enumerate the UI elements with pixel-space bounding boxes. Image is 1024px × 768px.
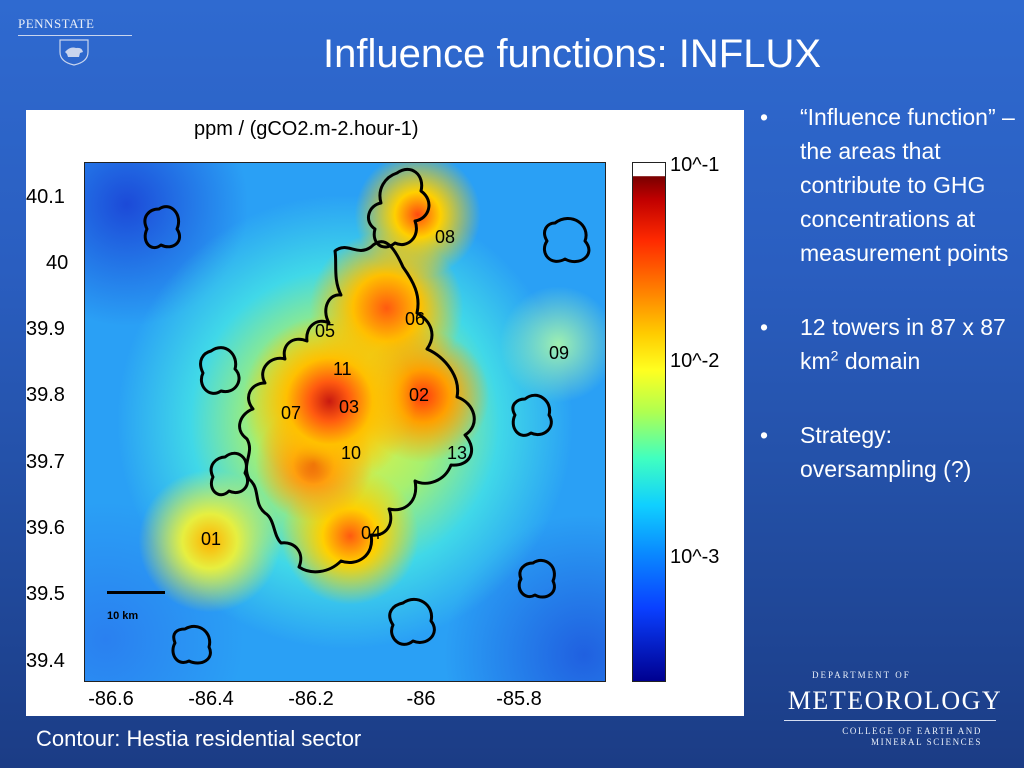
meteorology-department-logo: DEPARTMENT OF METEOROLOGY COLLEGE OF EAR… bbox=[780, 670, 1010, 748]
bullet-item: • 12 towers in 87 x 87 km2 domain bbox=[760, 310, 1016, 378]
tower-label: 01 bbox=[201, 529, 222, 549]
y-tick-label: 39.4 bbox=[26, 650, 65, 672]
bullet-list: • “Influence function” – the areas that … bbox=[760, 100, 1016, 526]
bullet-text: “Influence function” – the areas that co… bbox=[800, 104, 1015, 266]
urban-contour-far-sw bbox=[171, 624, 212, 665]
colorbar-tick-label: 10^-3 bbox=[670, 546, 720, 568]
colorbar-tick-label: 10^-2 bbox=[670, 350, 720, 372]
tower-label: 04 bbox=[361, 523, 382, 543]
urban-contour-ne bbox=[542, 217, 591, 264]
y-tick-label: 39.6 bbox=[26, 517, 65, 539]
x-tick-label: -86 bbox=[406, 688, 436, 710]
tower-label: 07 bbox=[281, 403, 302, 423]
scale-bar-label: 10 km bbox=[107, 610, 139, 622]
pennstate-logo: PENNSTATE bbox=[18, 16, 134, 70]
bullet-text: 12 towers in 87 x 87 km bbox=[800, 314, 1006, 374]
bullet-text: Strategy: oversampling (?) bbox=[800, 422, 972, 482]
nittany-lion-shield-icon bbox=[59, 39, 89, 66]
logo-college-line: MINERAL SCIENCES bbox=[870, 737, 982, 747]
logo-dept-line: DEPARTMENT OF bbox=[812, 670, 911, 680]
urban-contour-west bbox=[199, 346, 241, 395]
x-tick-label: -86.2 bbox=[288, 688, 334, 710]
slide-title: Influence functions: INFLUX bbox=[322, 32, 822, 76]
tower-label: 05 bbox=[315, 321, 336, 341]
tower-label: 11 bbox=[333, 359, 352, 379]
y-tick-label: 40.1 bbox=[26, 186, 65, 208]
urban-contour-nw bbox=[143, 205, 182, 250]
bullet-superscript: 2 bbox=[830, 347, 839, 364]
pennstate-wordmark: PENNSTATE bbox=[18, 16, 95, 31]
y-tick-label: 39.9 bbox=[26, 318, 65, 340]
x-tick-label: -86.4 bbox=[188, 688, 234, 710]
logo-rule bbox=[18, 35, 132, 36]
bullet-item: • Strategy: oversampling (?) bbox=[760, 418, 1016, 486]
y-tick-label: 39.7 bbox=[26, 451, 65, 473]
urban-contour-main bbox=[238, 240, 476, 574]
bullet-item: • “Influence function” – the areas that … bbox=[760, 100, 1016, 270]
colorbar bbox=[632, 162, 666, 682]
bullet-dot-icon: • bbox=[760, 104, 769, 130]
bullet-text-suffix: domain bbox=[838, 348, 921, 374]
tower-label: 06 bbox=[405, 309, 426, 329]
y-tick-label: 40 bbox=[46, 252, 69, 274]
tower-label: 10 bbox=[341, 443, 362, 463]
figure-title: ppm / (gCO2.m-2.hour-1) bbox=[194, 118, 419, 140]
y-tick-label: 39.5 bbox=[26, 583, 65, 605]
logo-college-line: COLLEGE OF EARTH AND bbox=[842, 726, 982, 736]
tower-label: 02 bbox=[409, 385, 430, 405]
scale-bar bbox=[107, 591, 165, 594]
tower-label: 08 bbox=[435, 227, 456, 247]
logo-meteorology: METEOROLOGY bbox=[787, 686, 1003, 715]
x-tick-label: -86.6 bbox=[88, 688, 134, 710]
urban-contour-east bbox=[511, 393, 553, 437]
urban-contour-sw bbox=[209, 451, 250, 497]
bullet-dot-icon: • bbox=[760, 422, 769, 448]
urban-contour-north bbox=[366, 167, 431, 249]
influence-function-figure: ppm / (gCO2.m-2.hour-1) 01 02 03 04 05 0… bbox=[26, 110, 744, 716]
urban-contour-south bbox=[388, 597, 436, 646]
x-tick-label: -85.8 bbox=[496, 688, 542, 710]
urban-contour-se bbox=[517, 558, 556, 599]
bullet-dot-icon: • bbox=[760, 314, 769, 340]
tower-label: 09 bbox=[549, 343, 570, 363]
hestia-contours bbox=[143, 167, 591, 665]
colorbar-tick-label: 10^-1 bbox=[670, 154, 720, 176]
influence-heatmap: 01 02 03 04 05 06 07 08 09 10 11 13 10 k… bbox=[84, 162, 606, 682]
tower-label: 03 bbox=[339, 397, 360, 417]
y-tick-label: 39.8 bbox=[26, 384, 65, 406]
figure-caption: Contour: Hestia residential sector bbox=[36, 726, 362, 751]
tower-label: 13 bbox=[447, 443, 468, 463]
logo-rule bbox=[784, 720, 996, 721]
